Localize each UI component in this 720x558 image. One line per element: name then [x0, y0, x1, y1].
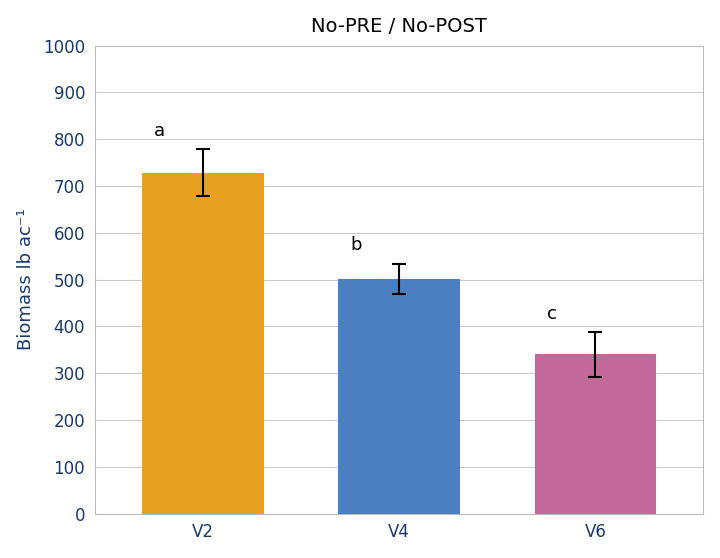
Text: c: c [547, 305, 557, 323]
Text: b: b [350, 236, 361, 254]
Title: No-PRE / No-POST: No-PRE / No-POST [311, 17, 487, 36]
Text: a: a [154, 122, 165, 140]
Bar [142, 173, 264, 513]
Bar [338, 278, 460, 513]
Bar [534, 354, 656, 513]
Y-axis label: Biomass lb ac⁻¹: Biomass lb ac⁻¹ [17, 209, 35, 350]
